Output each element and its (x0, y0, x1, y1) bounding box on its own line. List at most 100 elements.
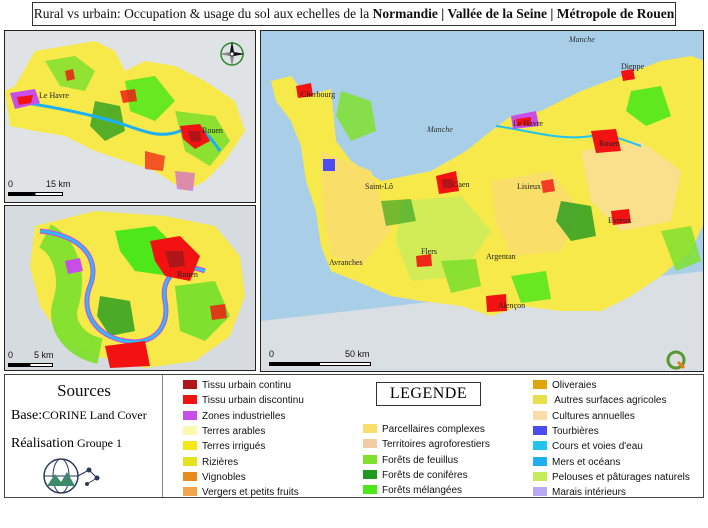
scale-distance: 5 km (34, 350, 54, 360)
sources-title: Sources (57, 381, 111, 400)
title-sep-2: | (547, 6, 557, 21)
qgis-logo-icon (666, 350, 686, 370)
legend-item: Pelouses et pâturages naturels (533, 471, 690, 484)
legend-panel: Sources Base:CORINE Land Cover Réalisati… (4, 374, 704, 498)
title-normandie: Normandie (372, 6, 438, 21)
legend-swatch (183, 471, 197, 481)
legend-swatch (183, 441, 197, 451)
legend-label: Territoires agroforestiers (382, 439, 490, 451)
legend-swatch (363, 485, 377, 495)
legend-item: Mers et océans (533, 456, 620, 469)
legend-label: Mers et océans (552, 456, 621, 468)
legend-swatch (363, 469, 377, 479)
scale-zero: 0 (8, 350, 14, 360)
realisation-line: Réalisation Groupe 1 (11, 436, 122, 452)
city-label-le-havre: Le Havre (39, 91, 69, 100)
normandie-landcover (261, 31, 703, 371)
legend-item: Vignobles (183, 471, 246, 484)
legend-item: Forêts de conifères (363, 469, 468, 482)
legend-item: Vergers et petits fruits (183, 486, 299, 499)
legend-label: Parcellaires complexes (382, 424, 485, 435)
city-label-le-havre: Le Havre (513, 119, 543, 128)
title-metropole-rouen: Métropole de Rouen (556, 6, 675, 21)
legend-item: Zones industrielles (183, 410, 285, 423)
legend-item: Tourbières (533, 425, 599, 438)
legend-label: Vignobles (202, 471, 246, 483)
legend-item: Forêts de feuillus (363, 454, 458, 467)
legend-swatch (183, 380, 197, 389)
legend-label: Terres irrigués (202, 441, 266, 453)
realisation-label: Réalisation (11, 436, 74, 451)
city-label-avranches: Avranches (329, 258, 363, 267)
legend-label: Forêts mélangées (382, 485, 463, 497)
city-label-caen: Caen (453, 180, 470, 189)
city-label-flers: Flers (421, 247, 437, 256)
legend-label: Zones industrielles (202, 410, 286, 422)
legend-swatch (533, 410, 547, 420)
city-label-cherbourg: Cherbourg (301, 90, 336, 99)
city-label-evreux: Evreux (608, 216, 632, 225)
base-value: CORINE Land Cover (42, 408, 147, 422)
scale-zero: 0 (8, 179, 14, 189)
legend-swatch (183, 425, 197, 435)
legend-swatch (183, 487, 197, 497)
legend-swatch (533, 441, 547, 451)
north-arrow-compass-icon (219, 41, 245, 67)
city-label-lisieux: Lisieux (517, 182, 541, 191)
sea-label-manche-north: Manche (569, 35, 595, 44)
legend-label: Autres surfaces agricoles (552, 395, 667, 407)
scale-zero: 0 (269, 349, 275, 359)
seine-valley-landcover (5, 31, 255, 202)
scale-distance: 15 km (46, 179, 71, 189)
scale-bar-50km: 0 50 km (269, 349, 379, 371)
scale-bar-5km: 0 5 km (8, 350, 68, 370)
legend-label: Marais intérieurs (552, 487, 626, 499)
city-label-rouen: Rouen (599, 139, 620, 148)
seine-valley-map[interactable]: Le Havre Rouen 0 15 km (4, 30, 256, 203)
legend-item: Terres irrigués (183, 440, 265, 453)
legend-item: Tissu urbain continu (183, 379, 291, 392)
city-label-saint-lo: Saint-Lô (365, 182, 393, 191)
legend-item: Cultures annuelles (533, 410, 635, 423)
rouen-landcover (5, 206, 255, 370)
legend-item: Rizières (183, 456, 238, 469)
normandie-map[interactable]: Manche Manche Dieppe Cherbourg Le Havre … (260, 30, 704, 372)
legend-label: Forêts de feuillus (382, 454, 459, 466)
legend-item: Parcellaires complexes (363, 423, 485, 436)
group-logo-globe-icon (43, 458, 100, 494)
legend-swatch (533, 395, 547, 405)
scale-bar-15km: 0 15 km (8, 179, 71, 201)
sources-section: Sources Base:CORINE Land Cover Réalisati… (5, 375, 163, 497)
legend-item: Forêts mélangées (363, 484, 462, 497)
legend-label: Tissu urbain discontinu (202, 395, 304, 407)
legend-label: Oliveraies (552, 380, 597, 391)
title-prefix: Rural vs urbain: Occupation & usage du s… (33, 6, 373, 21)
legend-item: Cours et voies d'eau (533, 440, 643, 453)
base-label: Base: (11, 408, 43, 423)
legend-item: Oliveraies (533, 379, 596, 392)
legend-swatch (183, 410, 197, 420)
legend-item: Territoires agroforestiers (363, 438, 490, 451)
legend-swatch (183, 456, 197, 466)
legend-label: Rizières (202, 456, 239, 468)
legend-label: Vergers et petits fruits (202, 487, 299, 499)
legend-label: Tourbières (552, 425, 599, 437)
city-label-alencon: Alençon (498, 301, 526, 310)
legend-label: Cours et voies d'eau (552, 441, 643, 453)
legend-swatch (533, 425, 547, 435)
legend-item: Marais intérieurs (533, 486, 626, 499)
legend-label: Cultures annuelles (552, 410, 635, 422)
legend-swatch (533, 471, 547, 481)
city-label-dieppe: Dieppe (621, 62, 645, 71)
base-line: Base:CORINE Land Cover (11, 408, 147, 424)
legend-swatch (533, 456, 547, 466)
title-vallee-seine: Vallée de la Seine (447, 6, 548, 21)
city-label-rouen-metropole: Rouen (177, 270, 198, 279)
sea-label-manche-bay: Manche (427, 125, 453, 134)
legend-label: Tissu urbain continu (202, 380, 292, 391)
rouen-metropole-map[interactable]: Rouen 0 5 km (4, 205, 256, 371)
realisation-value: Groupe 1 (74, 436, 122, 450)
legend-swatch (533, 487, 547, 497)
legend-item: Tissu urbain discontinu (183, 394, 304, 407)
city-label-rouen: Rouen (202, 126, 223, 135)
